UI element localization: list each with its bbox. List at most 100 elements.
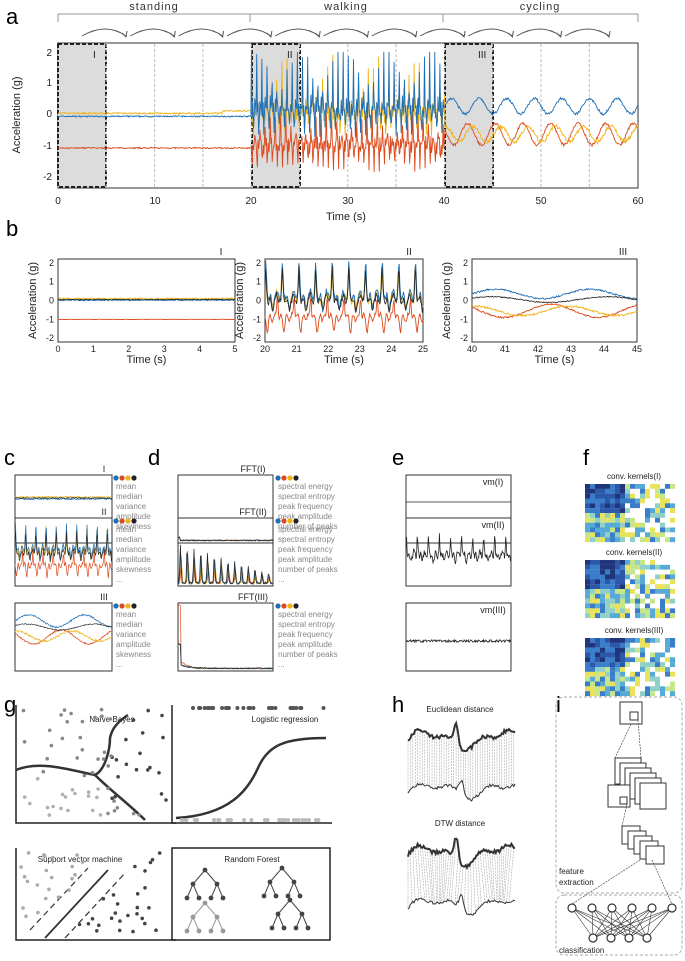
f-kernel-cell <box>605 598 611 604</box>
f-kernel-cell <box>600 532 606 538</box>
f-kernel-cell <box>615 642 621 648</box>
f-kernel-cell <box>625 667 631 672</box>
c-feature: skewness <box>116 565 151 574</box>
f-kernel-cell <box>615 527 621 533</box>
f-kernel-cell <box>595 574 601 580</box>
nb-point <box>98 813 103 817</box>
f-kernel-cell <box>660 484 666 489</box>
f-kernel-cell <box>670 493 676 499</box>
svm-point <box>35 883 40 887</box>
f-kernel-cell <box>650 513 656 518</box>
f-kernel-cell <box>650 676 656 682</box>
activity-standing: standing <box>129 1 179 13</box>
panel-a-ylabel: Acceleration (g) <box>11 76 23 153</box>
f-kernel-cell <box>620 681 626 687</box>
i-label-classification: classification <box>559 946 604 955</box>
d-channel-dot <box>287 475 293 481</box>
svm-point <box>109 916 114 920</box>
f-kernel-cell <box>650 691 656 697</box>
nb-axes <box>15 705 176 824</box>
f-kernel-cell <box>650 647 656 653</box>
i-neuron <box>642 933 652 943</box>
f-kernel-cell <box>650 642 656 648</box>
f-kernel-cell <box>655 537 661 543</box>
f-kernel-cell <box>635 508 641 514</box>
svm-point <box>135 892 140 896</box>
svm-point <box>133 864 137 869</box>
nb-point <box>59 806 63 811</box>
f-kernel-cell <box>670 569 676 575</box>
rf-edge <box>186 883 194 899</box>
f-kernel-cell <box>640 603 646 609</box>
e-axes-box <box>405 517 512 587</box>
f-kernel-cell <box>610 584 616 590</box>
f-kernel-cell <box>595 560 601 565</box>
f-kernel-cell <box>605 642 611 648</box>
h-signal-b <box>407 893 516 916</box>
window-arc <box>130 28 175 37</box>
d-feature: peak amplitude <box>278 640 333 649</box>
nb-point <box>47 813 52 817</box>
c-channel-dot <box>131 518 137 524</box>
f-kernel-cell <box>625 560 631 565</box>
f-kernel-cell <box>610 652 616 658</box>
i-kernel-2 <box>619 796 628 805</box>
d-feature: peak amplitude <box>278 555 333 564</box>
panel-g: Naïve Bayes Logistic regression Support … <box>15 705 332 941</box>
i-fc-edge <box>571 907 594 939</box>
lr-point <box>273 706 278 710</box>
f-kernel-cell <box>625 537 631 543</box>
svm-points <box>19 851 162 934</box>
f-kernel-cell <box>665 488 671 494</box>
h-alignment-line <box>470 862 472 915</box>
f-kernel-cell <box>620 560 626 565</box>
rf-edge <box>293 881 301 897</box>
f-kernel-cell <box>660 574 666 580</box>
e-axes-box <box>405 474 512 544</box>
c-feature: skewness <box>116 522 151 531</box>
h-alignment-line <box>441 851 445 903</box>
lr-point <box>321 706 326 710</box>
f-kernel-cell <box>665 574 671 580</box>
f-kernel-cell <box>600 662 606 668</box>
f-kernel-cell <box>595 608 601 614</box>
f-kernel-cell <box>650 493 656 499</box>
rf-node <box>196 928 202 934</box>
f-kernel-cell <box>590 513 596 518</box>
f-kernel-cell <box>610 603 616 609</box>
f-kernel-cell <box>630 608 636 614</box>
b-ytick: 1 <box>256 277 261 287</box>
lr-point <box>300 818 305 822</box>
f-kernel-cell <box>660 564 666 570</box>
f-kernel-cell <box>610 517 616 523</box>
f-kernel-cell <box>595 503 601 509</box>
svm-point <box>154 928 158 932</box>
f-kernel-cell <box>650 564 656 570</box>
activity-walking: walking <box>323 1 368 13</box>
c-signal-x <box>14 497 113 501</box>
f-kernel-cell <box>585 574 591 580</box>
rf-node <box>305 925 311 931</box>
f-kernel-cell <box>625 638 631 643</box>
f-kernel-cell <box>605 686 611 692</box>
f-kernel-cell <box>600 638 606 643</box>
f-kernel-cell <box>585 613 591 619</box>
f-kernel-cell <box>600 613 606 619</box>
f-kernel-cell <box>605 638 611 643</box>
nb-point <box>59 713 63 717</box>
f-kernel-cell <box>635 522 641 528</box>
rf-edge <box>192 869 206 885</box>
f-kernel-cell <box>655 584 661 590</box>
f-kernel-cell <box>670 691 676 697</box>
nb-point <box>124 737 128 742</box>
f-kernel-cell <box>650 667 656 672</box>
svm-point <box>115 902 120 906</box>
rf-node <box>269 925 275 931</box>
i-conn <box>614 723 632 759</box>
h-alignment-line <box>412 850 416 901</box>
rf-edge <box>263 881 271 897</box>
a-xtick: 20 <box>245 196 257 207</box>
f-kernel-cell <box>605 574 611 580</box>
c-signal-vm <box>14 530 113 563</box>
f-kernel-cell <box>640 613 646 619</box>
